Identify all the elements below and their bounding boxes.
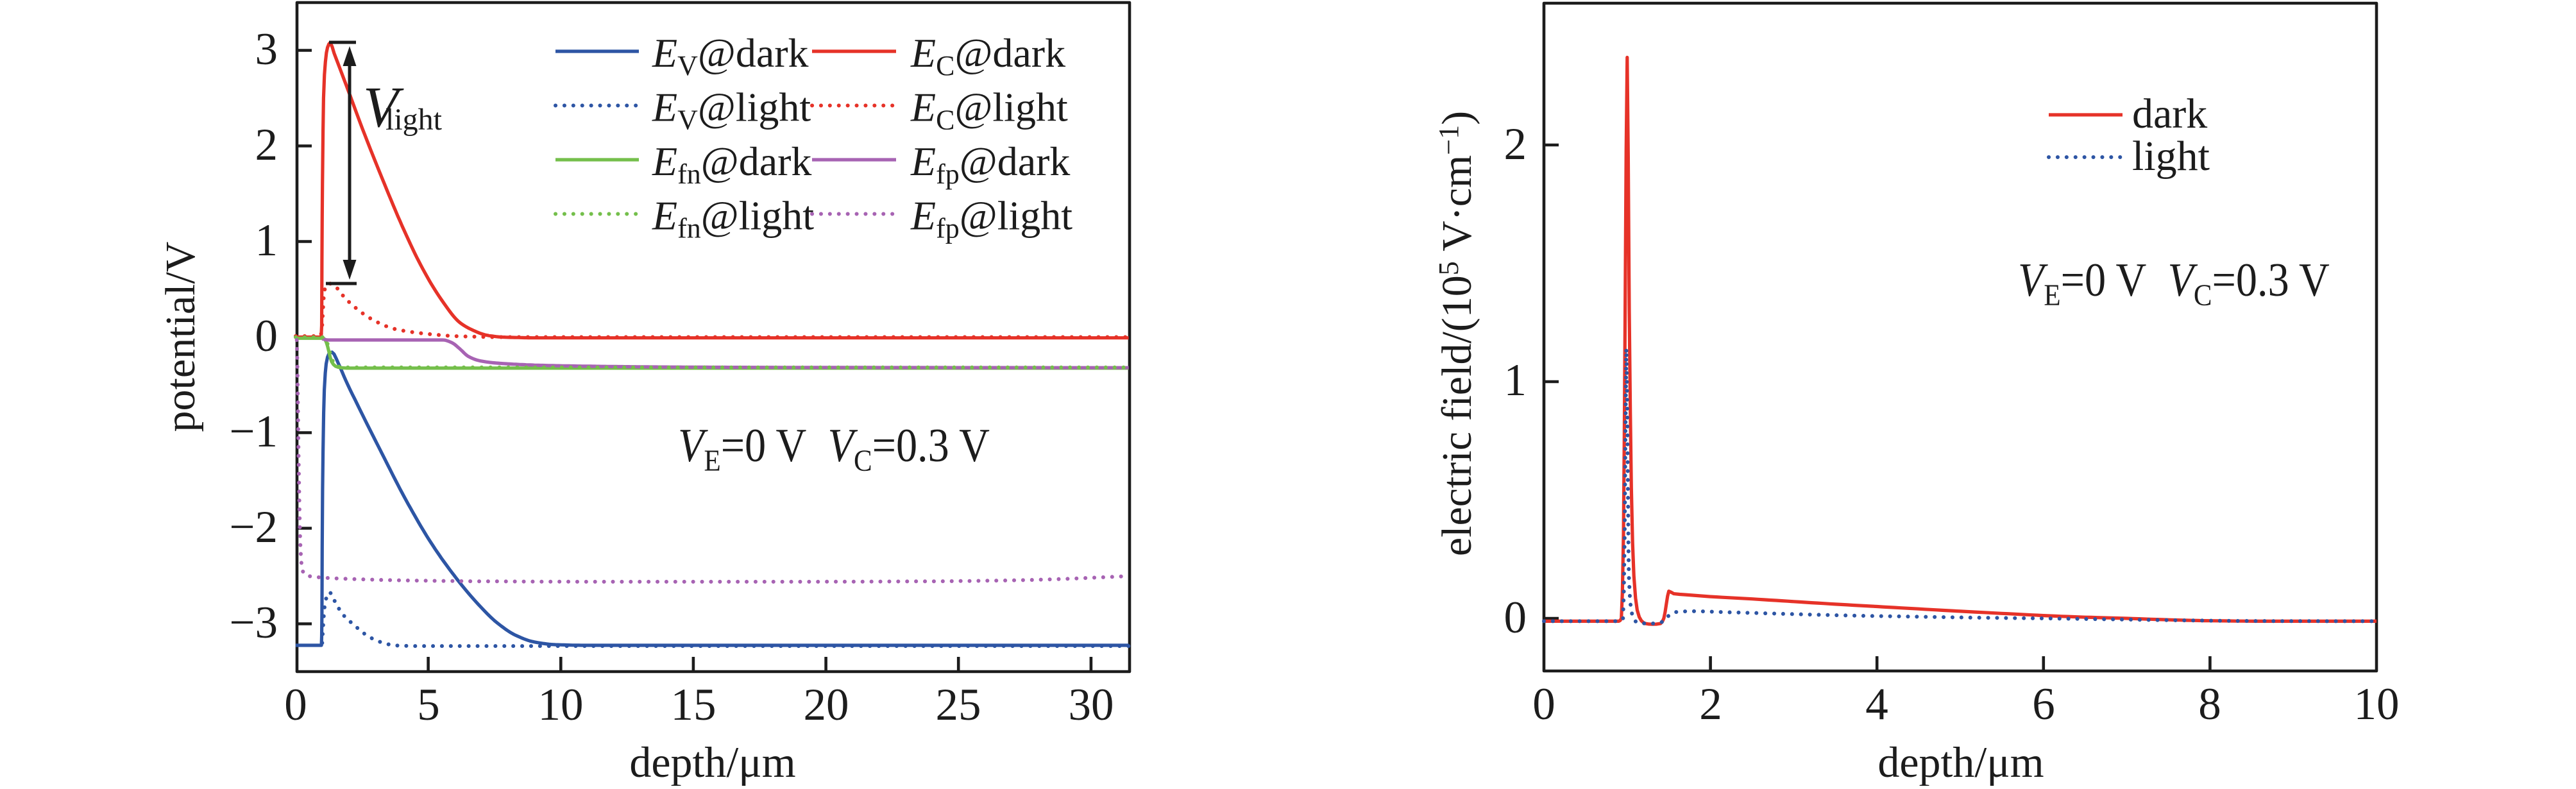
svg-text:5: 5: [417, 680, 440, 730]
svg-text:10: 10: [2354, 679, 2400, 729]
svg-text:25: 25: [936, 680, 981, 730]
svg-text:VE=0 V VC=0.3 V: VE=0 V VC=0.3 V: [2018, 254, 2330, 312]
svg-text:Efn@dark: Efn@dark: [652, 139, 811, 190]
svg-text:4: 4: [1865, 679, 1888, 729]
svg-text:20: 20: [804, 680, 849, 730]
svg-text:1: 1: [255, 216, 278, 266]
svg-text:depth/μm: depth/μm: [1877, 738, 2044, 786]
svg-text:−1: −1: [229, 407, 278, 457]
svg-text:3: 3: [255, 24, 278, 74]
svg-text:EC@dark: EC@dark: [910, 30, 1065, 81]
svg-text:8: 8: [2198, 679, 2221, 729]
svg-text:−3: −3: [229, 598, 278, 648]
svg-text:light: light: [386, 103, 443, 137]
svg-text:15: 15: [671, 680, 716, 730]
svg-text:−2: −2: [229, 502, 278, 552]
svg-text:6: 6: [2032, 679, 2055, 729]
svg-text:VE=0 V VC=0.3 V: VE=0 V VC=0.3 V: [678, 420, 990, 478]
svg-text:Efp@dark: Efp@dark: [910, 139, 1070, 190]
svg-text:EV@light: EV@light: [652, 85, 811, 136]
svg-text:1: 1: [1504, 355, 1527, 405]
svg-text:2: 2: [255, 120, 278, 170]
svg-text:V: V: [363, 76, 404, 139]
svg-text:0: 0: [1504, 593, 1527, 643]
svg-text:10: 10: [538, 680, 584, 730]
svg-text:0: 0: [1532, 679, 1555, 729]
svg-text:0: 0: [255, 311, 278, 361]
svg-text:2: 2: [1699, 679, 1722, 729]
svg-text:depth/μm: depth/μm: [629, 738, 795, 786]
svg-text:EC@light: EC@light: [910, 85, 1068, 136]
svg-text:Efp@light: Efp@light: [910, 193, 1072, 244]
svg-text:potential/V: potential/V: [157, 242, 204, 432]
svg-text:30: 30: [1069, 680, 1114, 730]
svg-text:2: 2: [1504, 119, 1527, 169]
svg-text:dark: dark: [2132, 90, 2207, 137]
svg-text:electric field/(105 V·cm−1): electric field/(105 V·cm−1): [1433, 111, 1480, 556]
svg-text:0: 0: [284, 680, 307, 730]
svg-text:EV@dark: EV@dark: [652, 30, 809, 81]
svg-text:Efn@light: Efn@light: [652, 193, 814, 244]
svg-text:light: light: [2132, 133, 2210, 180]
